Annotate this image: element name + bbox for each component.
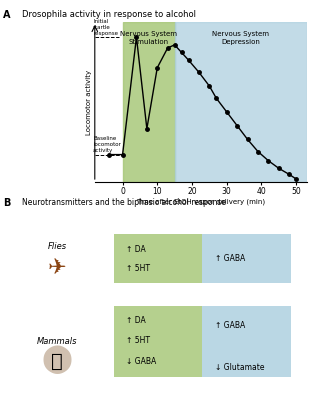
Text: ↑ DA: ↑ DA bbox=[126, 246, 146, 254]
Bar bbox=[114, 234, 202, 283]
Text: Nervous System
Stimulation: Nervous System Stimulation bbox=[120, 31, 177, 45]
Y-axis label: Locomotor activity: Locomotor activity bbox=[86, 70, 92, 134]
Text: Initial
startle
response: Initial startle response bbox=[93, 19, 118, 36]
Bar bbox=[123, 22, 175, 182]
Bar bbox=[202, 234, 291, 283]
Text: ↑ DA: ↑ DA bbox=[126, 316, 146, 324]
Text: Drosophila activity in response to alcohol: Drosophila activity in response to alcoh… bbox=[22, 10, 196, 19]
Text: B: B bbox=[3, 198, 10, 208]
Bar bbox=[114, 306, 202, 377]
Text: ↑ 5HT: ↑ 5HT bbox=[126, 336, 150, 345]
Text: ↑ GABA: ↑ GABA bbox=[215, 321, 245, 330]
Text: Neurotransmitters and the biphasic alcohol response: Neurotransmitters and the biphasic alcoh… bbox=[22, 198, 226, 207]
Text: ✈: ✈ bbox=[48, 258, 66, 278]
Text: Nervous System
Depression: Nervous System Depression bbox=[212, 31, 269, 45]
X-axis label: Time after EtOH vapor delivery (min): Time after EtOH vapor delivery (min) bbox=[136, 199, 265, 205]
Bar bbox=[202, 306, 291, 377]
Text: ↑ 5HT: ↑ 5HT bbox=[126, 264, 150, 273]
Text: ↓ GABA: ↓ GABA bbox=[126, 357, 157, 366]
Text: ⬤: ⬤ bbox=[41, 345, 72, 374]
Text: A: A bbox=[3, 10, 11, 20]
Text: Mammals: Mammals bbox=[37, 337, 77, 346]
Bar bbox=[175, 22, 307, 182]
Text: Baseline
locomotor
activity: Baseline locomotor activity bbox=[93, 136, 121, 153]
Text: Flies: Flies bbox=[47, 242, 66, 251]
Text: ↓ Glutamate: ↓ Glutamate bbox=[215, 363, 264, 372]
Text: 🐁: 🐁 bbox=[51, 352, 63, 371]
Text: ↑ GABA: ↑ GABA bbox=[215, 254, 245, 263]
